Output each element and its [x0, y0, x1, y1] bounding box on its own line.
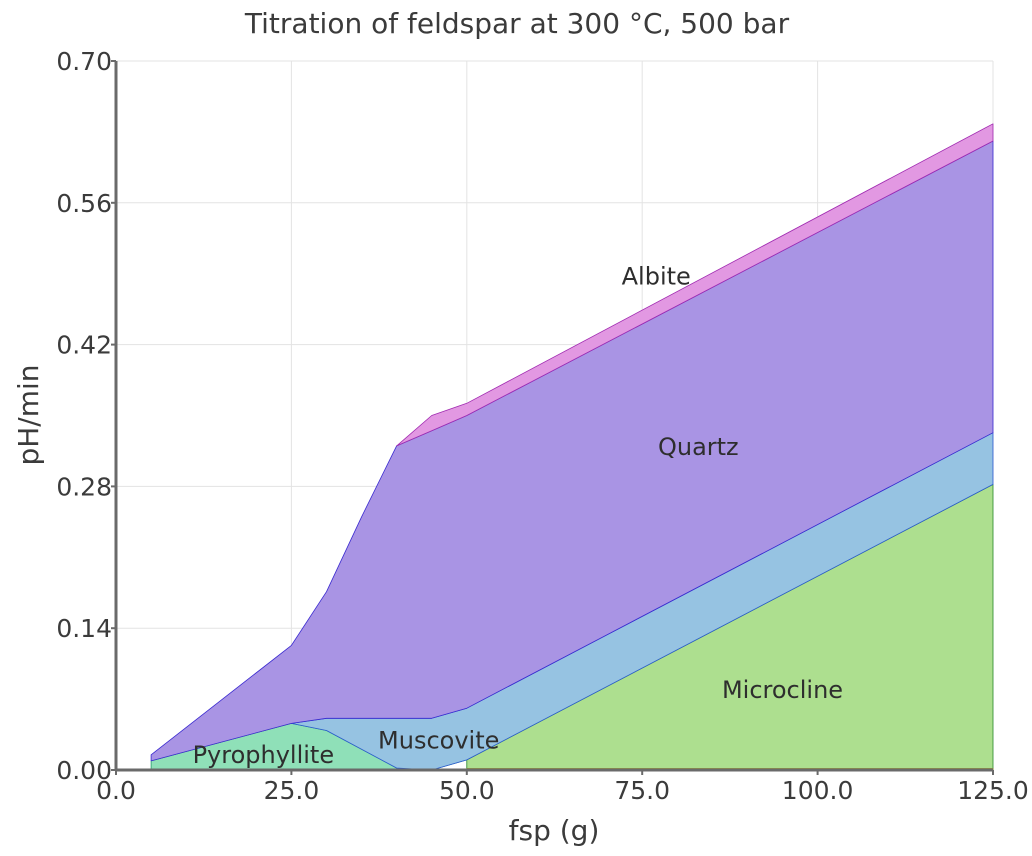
- chart-title: Titration of feldspar at 300 °C, 500 bar: [244, 7, 790, 40]
- x-tick-label-4: 100.0: [782, 776, 854, 805]
- x-tick-label-2: 50.0: [439, 776, 495, 805]
- tick-labels: 0.0 25.0 50.0 75.0 100.0 125.0 0.00 0.14 0.28 0.4…: [56, 47, 1028, 805]
- y-tick-label-3: 0.42: [56, 331, 112, 360]
- y-tick-label-1: 0.14: [56, 614, 112, 643]
- y-tick-label-2: 0.28: [56, 472, 112, 501]
- area-quartz: [150, 140, 994, 762]
- label-albite: Albite: [622, 263, 691, 291]
- label-pyrophyllite: Pyrophyllite: [193, 741, 335, 769]
- area-albite: [396, 123, 994, 447]
- y-tick-label-0: 0.00: [56, 756, 112, 785]
- region-labels: Microcline Pyrophyllite Muscovite Quartz Alb…: [193, 263, 844, 769]
- y-tick-label-5: 0.70: [56, 47, 112, 76]
- area-regions: [150, 123, 994, 771]
- label-quartz: Quartz: [658, 433, 739, 461]
- x-tick-label-3: 75.0: [614, 776, 670, 805]
- y-tick-label-4: 0.56: [56, 189, 112, 218]
- label-muscovite: Muscovite: [378, 727, 499, 755]
- x-tick-label-1: 25.0: [264, 776, 320, 805]
- y-axis-title: pH/min: [12, 364, 45, 465]
- x-tick-label-5: 125.0: [957, 776, 1029, 805]
- x-tick-label-0: 0.0: [96, 776, 136, 805]
- axes: [114, 61, 993, 772]
- label-microcline: Microcline: [722, 676, 843, 704]
- x-axis-title: fsp (g): [509, 814, 600, 847]
